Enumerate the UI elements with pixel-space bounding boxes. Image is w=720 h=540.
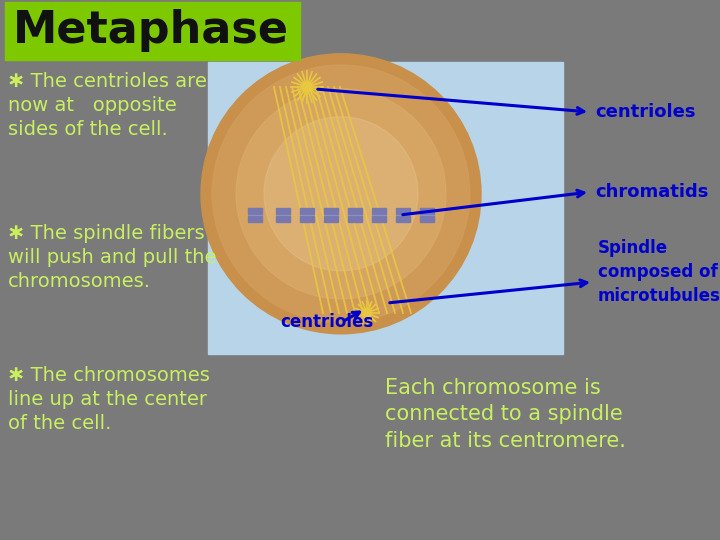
Text: Metaphase: Metaphase [13, 10, 289, 52]
Bar [324, 208, 338, 214]
Bar [248, 208, 262, 214]
Bar [5, 2, 300, 60]
Bar [372, 208, 386, 214]
Text: sides of the cell.: sides of the cell. [8, 120, 168, 139]
Text: ✱: ✱ [8, 224, 24, 243]
Text: will push and pull the: will push and pull the [8, 248, 217, 267]
Bar [300, 216, 314, 222]
Bar [208, 62, 563, 354]
Text: ✱ The centrioles are: ✱ The centrioles are [8, 72, 207, 91]
Circle shape [201, 54, 481, 334]
Bar [348, 208, 362, 214]
Text: centrioles: centrioles [595, 103, 696, 121]
Bar [248, 216, 262, 222]
Bar [300, 208, 314, 214]
Circle shape [264, 117, 418, 271]
Text: Each chromosome is
connected to a spindle
fiber at its centromere.: Each chromosome is connected to a spindl… [385, 378, 626, 451]
Bar [420, 208, 434, 214]
Bar [324, 216, 338, 222]
Text: chromosomes.: chromosomes. [8, 272, 151, 291]
Bar [348, 216, 362, 222]
Text: Spindle
composed of
microtubules: Spindle composed of microtubules [598, 239, 720, 305]
Circle shape [212, 65, 470, 322]
Circle shape [302, 82, 312, 92]
Text: ✱ The chromosomes: ✱ The chromosomes [8, 366, 210, 385]
Text: line up at the center: line up at the center [8, 390, 207, 409]
Text: chromatids: chromatids [595, 183, 708, 201]
Text: centrioles: centrioles [280, 313, 373, 331]
Bar [420, 216, 434, 222]
Bar [276, 216, 290, 222]
Bar [396, 216, 410, 222]
Circle shape [236, 89, 446, 299]
Text: ✱ The spindle fibers: ✱ The spindle fibers [8, 224, 204, 243]
Text: of the cell.: of the cell. [8, 414, 112, 433]
Text: now at   opposite: now at opposite [8, 96, 176, 115]
Text: ✱: ✱ [8, 72, 24, 91]
Bar [276, 208, 290, 214]
Circle shape [363, 309, 371, 317]
Bar [372, 216, 386, 222]
Text: ✱: ✱ [8, 366, 24, 385]
Bar [396, 208, 410, 214]
